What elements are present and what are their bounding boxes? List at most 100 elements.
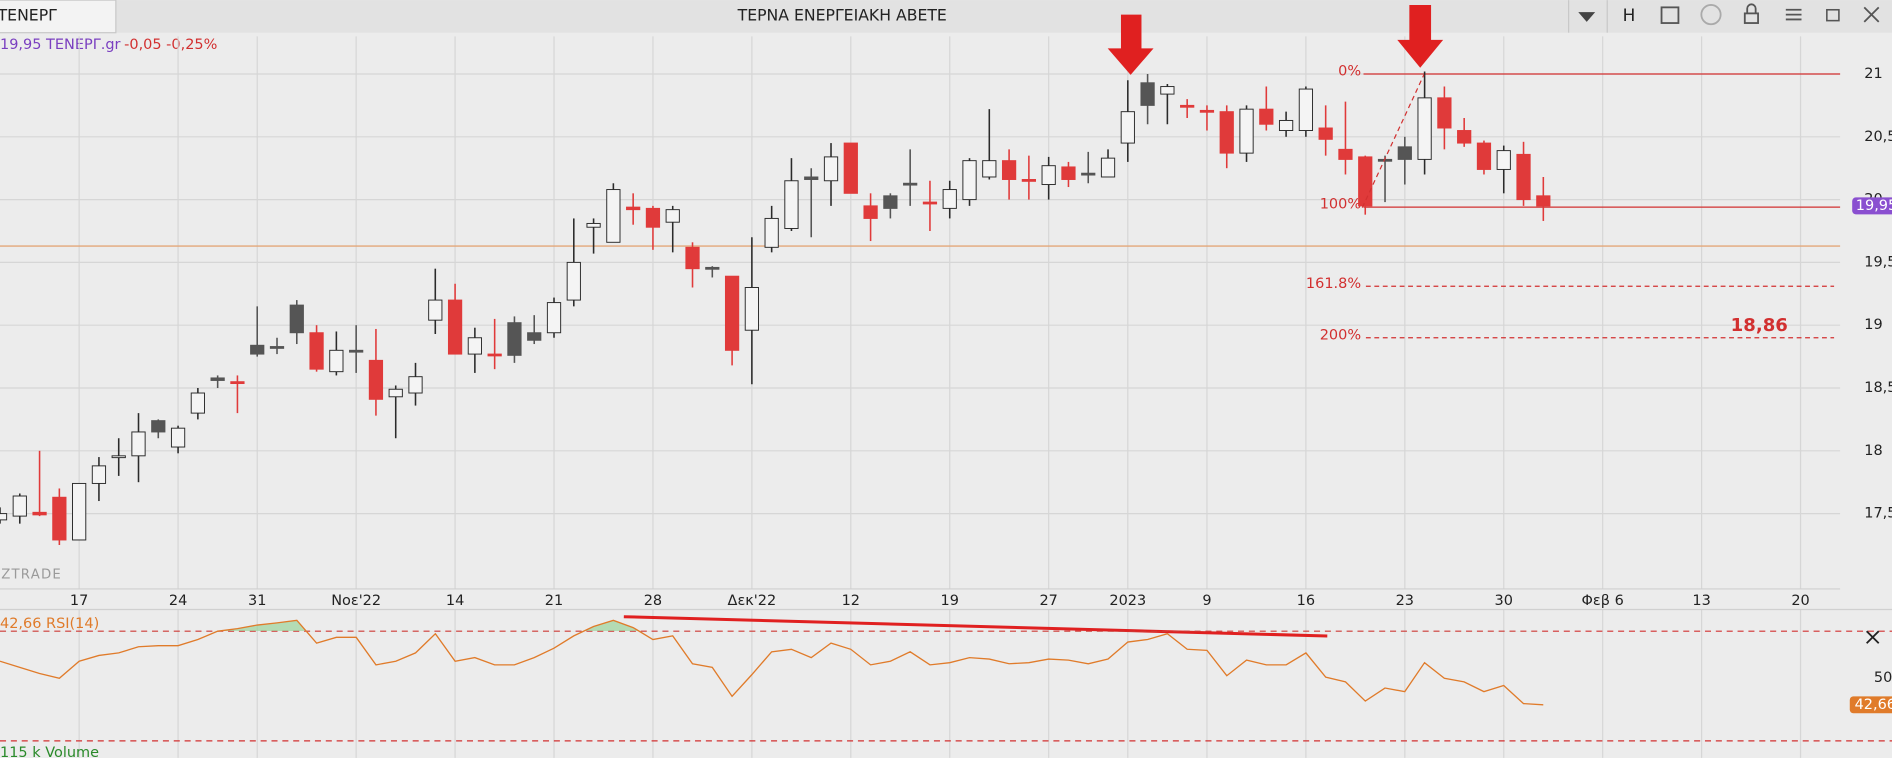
candle-body: [170, 427, 186, 448]
header-title: ΤΕΡΝΑ ΕΝΕΡΓΕΙΑΚΗ ΑΒΕΤΕ: [737, 5, 947, 24]
candle-body: [388, 388, 403, 398]
candle-body: [91, 465, 107, 484]
candle-body: [705, 266, 720, 270]
candle-body: [151, 420, 166, 433]
target-label: 18,86: [1731, 315, 1788, 336]
y-tick-label: 18,5: [1864, 380, 1892, 396]
candle-body: [190, 392, 205, 414]
symbol: ΤΕΝΕΡΓ: [0, 5, 57, 24]
restore-icon[interactable]: [1826, 8, 1840, 22]
candle-body: [1061, 166, 1076, 180]
candle-body: [1338, 148, 1353, 160]
rsi-line: [0, 619, 1544, 706]
y-tick-label: 17,5: [1864, 506, 1892, 522]
rsi-tick-label: 50: [1874, 670, 1892, 686]
candle-body: [349, 349, 364, 353]
candle-body: [408, 376, 423, 394]
candle-body: [606, 189, 621, 243]
candle-body: [1298, 88, 1314, 131]
candle-body: [527, 332, 542, 341]
x-tick-label: 23: [1396, 593, 1414, 609]
symbol-tab[interactable]: [0, 0, 117, 34]
x-tick-label: 12: [842, 593, 860, 609]
menu-icon[interactable]: [1785, 8, 1802, 21]
candle-body: [883, 195, 898, 209]
candle-body: [309, 332, 324, 370]
arrow-marker: [1107, 14, 1154, 75]
y-tick-label: 19: [1864, 317, 1882, 333]
dropdown-icon[interactable]: [1578, 12, 1596, 22]
candle-body: [210, 377, 225, 381]
candle-body: [645, 207, 661, 228]
candle-body: [1516, 153, 1531, 201]
panel-icon[interactable]: [1660, 6, 1680, 24]
x-tick-label: Φεβ 6: [1582, 593, 1624, 609]
candle-body: [1278, 119, 1294, 131]
x-tick-label: 13: [1692, 593, 1710, 609]
candle-body: [922, 201, 938, 205]
candle-body: [12, 495, 27, 517]
candle-body: [329, 349, 344, 373]
price-tag-label: 19,95: [1856, 198, 1892, 214]
lock-icon[interactable]: [1743, 12, 1759, 24]
x-tick-label: 19: [941, 593, 959, 609]
x-tick-label: 14: [446, 593, 464, 609]
rsi-tag-label: 42,66: [1855, 697, 1892, 713]
candle-body: [428, 299, 443, 321]
fib-label: 200%: [1320, 327, 1361, 343]
mode-button[interactable]: H: [1623, 5, 1636, 25]
fib-label: 0%: [1338, 64, 1361, 80]
candle-body: [744, 287, 759, 331]
lock-shackle: [1746, 3, 1757, 14]
fib-anchor-line: [1361, 74, 1425, 208]
candle-body: [1259, 108, 1274, 125]
y-tick-label: 18: [1864, 443, 1882, 459]
overlays: 0% 100% 161.8% 200% 18,86: [0, 64, 1841, 343]
candle-body: [1536, 195, 1551, 207]
candle-body: [1457, 130, 1472, 144]
candle-body: [546, 302, 562, 334]
candle-body: [1041, 165, 1056, 186]
candle-body: [289, 304, 304, 334]
candle-body: [1318, 127, 1333, 140]
rsi-tag: [1849, 696, 1892, 714]
candle-body: [903, 182, 918, 186]
candles: [0, 71, 1551, 545]
candle-body: [764, 217, 779, 248]
header-bar: [0, 0, 1892, 33]
candle-body: [1160, 86, 1175, 95]
candle-body: [843, 142, 858, 194]
rsi-trendline: [623, 615, 1328, 638]
x-tick-label: 17: [70, 593, 88, 609]
candle-body: [32, 511, 47, 516]
candle-body: [52, 496, 67, 541]
x-tick-label: Δεκ'22: [728, 593, 777, 609]
candle-body: [467, 337, 482, 355]
x-tick-label: 9: [1202, 593, 1211, 609]
legend-price: 19,95 ΤΕΝΕΡΓ.gr: [0, 37, 121, 53]
candle-body: [1397, 146, 1412, 160]
close-icon[interactable]: [1863, 6, 1880, 23]
comment-icon[interactable]: [1700, 4, 1722, 26]
close-panel-icon[interactable]: [1866, 630, 1880, 644]
legend-change: -0,05 -0,25%: [124, 37, 217, 53]
candle-body: [1021, 179, 1037, 182]
candle-body: [1100, 157, 1116, 178]
candle-body: [685, 246, 700, 270]
rsi-panel: 50 42,66: [0, 615, 1892, 742]
arrow-marker: [1397, 4, 1444, 68]
candle-body: [586, 222, 601, 228]
candle-body: [487, 353, 502, 357]
candle-body: [962, 160, 977, 201]
candle-body: [0, 513, 8, 521]
candle-body: [942, 189, 957, 209]
fib-label: 100%: [1320, 197, 1361, 213]
fib-label: 161.8%: [1306, 276, 1361, 292]
candle-body: [1437, 97, 1452, 129]
candle-body: [1140, 82, 1155, 106]
candle-body: [111, 455, 126, 459]
x-tick-label: Νοε'22: [331, 593, 381, 609]
candle-body: [230, 381, 245, 385]
